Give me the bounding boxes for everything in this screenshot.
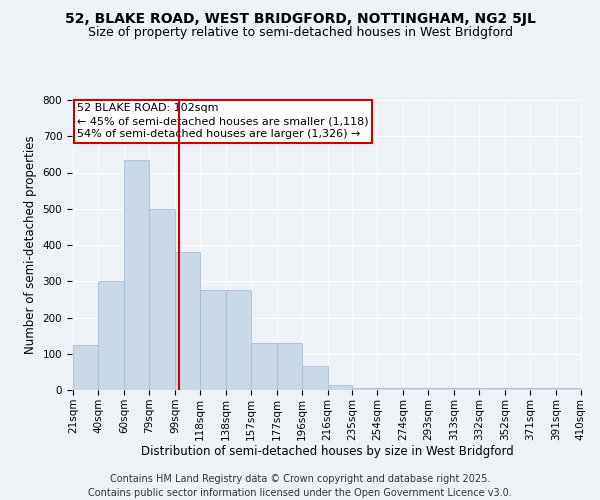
Bar [277, 343, 302, 390]
Bar [352, 388, 377, 390]
Bar [428, 388, 454, 390]
Bar [200, 290, 226, 390]
Bar [454, 388, 479, 390]
Bar [505, 388, 530, 390]
Bar [226, 290, 251, 390]
Text: Contains HM Land Registry data © Crown copyright and database right 2025.
Contai: Contains HM Land Registry data © Crown c… [88, 474, 512, 498]
Bar [124, 160, 149, 390]
Bar [530, 388, 556, 390]
Y-axis label: Number of semi-detached properties: Number of semi-detached properties [24, 136, 37, 354]
Bar [175, 252, 200, 390]
X-axis label: Distribution of semi-detached houses by size in West Bridgford: Distribution of semi-detached houses by … [140, 446, 514, 458]
Bar [328, 384, 352, 390]
Bar [98, 281, 124, 390]
Bar [149, 209, 175, 390]
Bar [377, 388, 403, 390]
Text: 52 BLAKE ROAD: 102sqm
← 45% of semi-detached houses are smaller (1,118)
54% of s: 52 BLAKE ROAD: 102sqm ← 45% of semi-deta… [77, 103, 369, 140]
Bar [73, 344, 98, 390]
Bar [251, 343, 277, 390]
Bar [479, 388, 505, 390]
Bar [302, 366, 328, 390]
Bar [403, 388, 428, 390]
Text: Size of property relative to semi-detached houses in West Bridgford: Size of property relative to semi-detach… [88, 26, 512, 39]
Text: 52, BLAKE ROAD, WEST BRIDGFORD, NOTTINGHAM, NG2 5JL: 52, BLAKE ROAD, WEST BRIDGFORD, NOTTINGH… [65, 12, 535, 26]
Bar [556, 388, 581, 390]
